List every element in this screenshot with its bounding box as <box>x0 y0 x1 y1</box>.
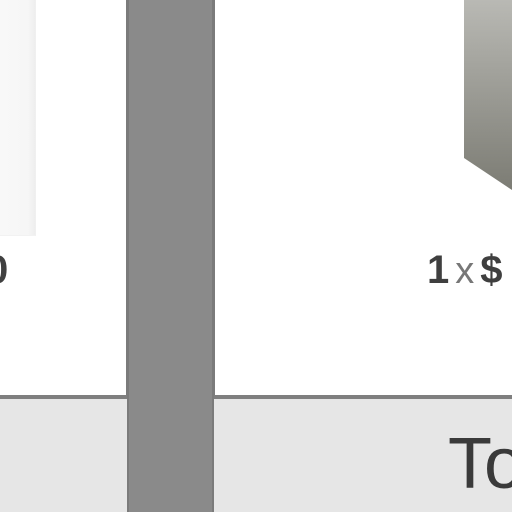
right-product-panel <box>214 0 512 395</box>
left-footer-band <box>0 395 127 512</box>
left-product-image[interactable] <box>0 0 36 236</box>
item-quantity: 1 <box>427 248 450 292</box>
item-unit-price: $ <box>480 248 503 292</box>
multiply-symbol: x <box>455 250 475 292</box>
product-thumbnail-icon[interactable] <box>464 0 512 190</box>
left-item-price: 0 <box>0 248 8 292</box>
right-item-price: 1 x $ <box>427 248 503 292</box>
total-label: To <box>448 424 512 504</box>
right-footer-band <box>214 395 512 512</box>
left-product-panel <box>0 0 127 395</box>
column-divider <box>126 0 215 512</box>
